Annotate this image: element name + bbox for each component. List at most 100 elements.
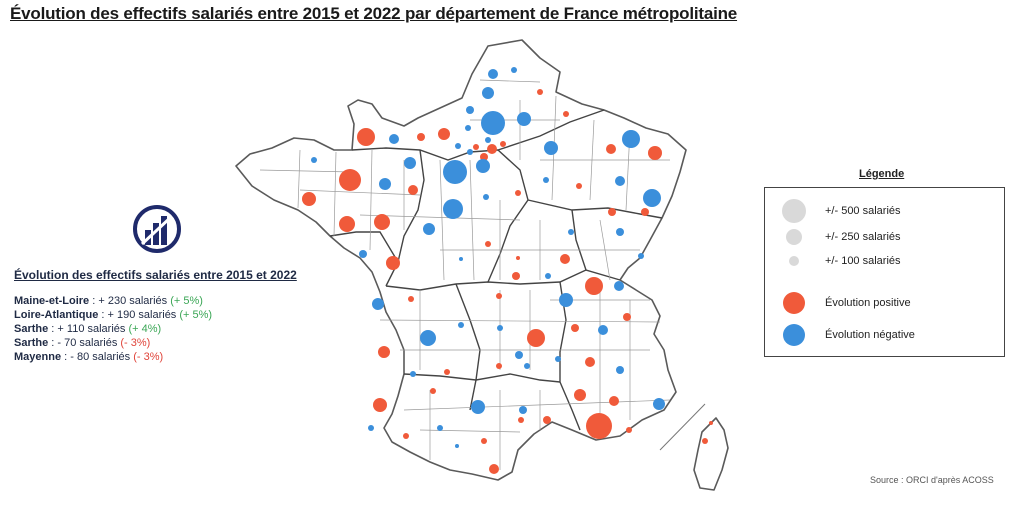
- positive-bubble: [512, 272, 520, 280]
- positive-bubble: [563, 111, 569, 117]
- positive-bubble: [408, 185, 418, 195]
- legend-label: Évolution positive: [825, 297, 911, 309]
- positive-bubble: [496, 363, 502, 369]
- negative-bubble: [476, 159, 490, 173]
- page-title: Évolution des effectifs salariés entre 2…: [10, 4, 738, 23]
- legend: +/- 500 salariés +/- 250 salariés +/- 10…: [764, 187, 1005, 357]
- positive-bubble: [585, 357, 595, 367]
- negative-bubble: [420, 330, 436, 346]
- positive-bubble: [438, 128, 450, 140]
- positive-bubble: [537, 89, 543, 95]
- inset-separator: [659, 403, 706, 451]
- positive-bubble: [527, 329, 545, 347]
- negative-bubble: [437, 425, 443, 431]
- positive-bubble: [373, 398, 387, 412]
- negative-bubble: [616, 366, 624, 374]
- positive-bubble: [480, 153, 488, 161]
- legend-label: +/- 500 salariés: [825, 205, 901, 217]
- positive-bubble: [481, 438, 487, 444]
- negative-bubble: [598, 325, 608, 335]
- negative-bubble: [423, 223, 435, 235]
- negative-bubble: [543, 177, 549, 183]
- negative-bubble: [643, 189, 661, 207]
- negative-bubble: [410, 371, 416, 377]
- stat-row: Loire-Atlantique : + 190 salariés (+ 5%): [14, 309, 213, 321]
- size-250-marker-icon: [786, 229, 802, 245]
- positive-bubble: [623, 313, 631, 321]
- positive-bubble: [543, 416, 551, 424]
- negative-bubble: [511, 67, 517, 73]
- positive-bubble: [608, 208, 616, 216]
- positive-bubble: [609, 396, 619, 406]
- stats-panel: Évolution des effectifs salariés entre 2…: [14, 268, 314, 364]
- positive-marker-icon: [783, 292, 805, 314]
- positive-bubble: [408, 296, 414, 302]
- negative-bubble: [459, 257, 463, 261]
- positive-bubble: [516, 256, 520, 260]
- positive-bubble: [702, 438, 708, 444]
- negative-bubble: [544, 141, 558, 155]
- orci-logo-icon: [133, 205, 181, 253]
- negative-bubble: [389, 134, 399, 144]
- positive-bubble: [485, 241, 491, 247]
- negative-bubble: [545, 273, 551, 279]
- negative-bubble: [485, 137, 491, 143]
- negative-bubble: [519, 406, 527, 414]
- positive-bubble: [500, 141, 506, 147]
- negative-bubble: [497, 325, 503, 331]
- positive-bubble: [626, 427, 632, 433]
- negative-bubble: [515, 351, 523, 359]
- legend-label: +/- 100 salariés: [825, 255, 901, 267]
- positive-bubble: [357, 128, 375, 146]
- stat-row: Sarthe : + 110 salariés (+ 4%): [14, 323, 162, 335]
- positive-bubble: [386, 256, 400, 270]
- negative-bubble: [488, 69, 498, 79]
- positive-bubble: [641, 208, 649, 216]
- negative-bubble: [517, 112, 531, 126]
- positive-bubble: [417, 133, 425, 141]
- legend-negative: Évolution négative: [765, 323, 1005, 347]
- positive-bubble: [302, 192, 316, 206]
- negative-bubble: [372, 298, 384, 310]
- positive-bubble: [339, 216, 355, 232]
- negative-bubble: [467, 149, 473, 155]
- negative-bubble: [455, 143, 461, 149]
- positive-bubble: [374, 214, 390, 230]
- negative-marker-icon: [783, 324, 805, 346]
- negative-bubble: [616, 228, 624, 236]
- negative-bubble: [653, 398, 665, 410]
- positive-bubble: [576, 183, 582, 189]
- positive-bubble: [585, 277, 603, 295]
- positive-bubble: [339, 169, 361, 191]
- positive-bubble: [648, 146, 662, 160]
- negative-bubble: [359, 250, 367, 258]
- negative-bubble: [614, 281, 624, 291]
- positive-bubble: [496, 293, 502, 299]
- size-500-marker-icon: [782, 199, 806, 223]
- size-100-marker-icon: [789, 256, 799, 266]
- negative-bubble: [404, 157, 416, 169]
- negative-bubble: [524, 363, 530, 369]
- negative-bubble: [368, 425, 374, 431]
- positive-bubble: [487, 144, 497, 154]
- positive-bubble: [515, 190, 521, 196]
- negative-bubble: [638, 253, 644, 259]
- legend-positive: Évolution positive: [765, 291, 1005, 315]
- negative-bubble: [481, 111, 505, 135]
- negative-bubble: [482, 87, 494, 99]
- negative-bubble: [455, 444, 459, 448]
- negative-bubble: [483, 194, 489, 200]
- negative-bubble: [443, 199, 463, 219]
- negative-bubble: [568, 229, 574, 235]
- legend-label: Évolution négative: [825, 329, 915, 341]
- bubbles-layer: [302, 67, 713, 474]
- negative-bubble: [555, 356, 561, 362]
- stat-row: Maine-et-Loire : + 230 salariés (+ 5%): [14, 295, 203, 307]
- legend-size-100: +/- 100 salariés: [765, 249, 1005, 273]
- negative-bubble: [471, 400, 485, 414]
- legend-title: Légende: [859, 168, 905, 180]
- positive-bubble: [709, 421, 713, 425]
- positive-bubble: [378, 346, 390, 358]
- negative-bubble: [559, 293, 573, 307]
